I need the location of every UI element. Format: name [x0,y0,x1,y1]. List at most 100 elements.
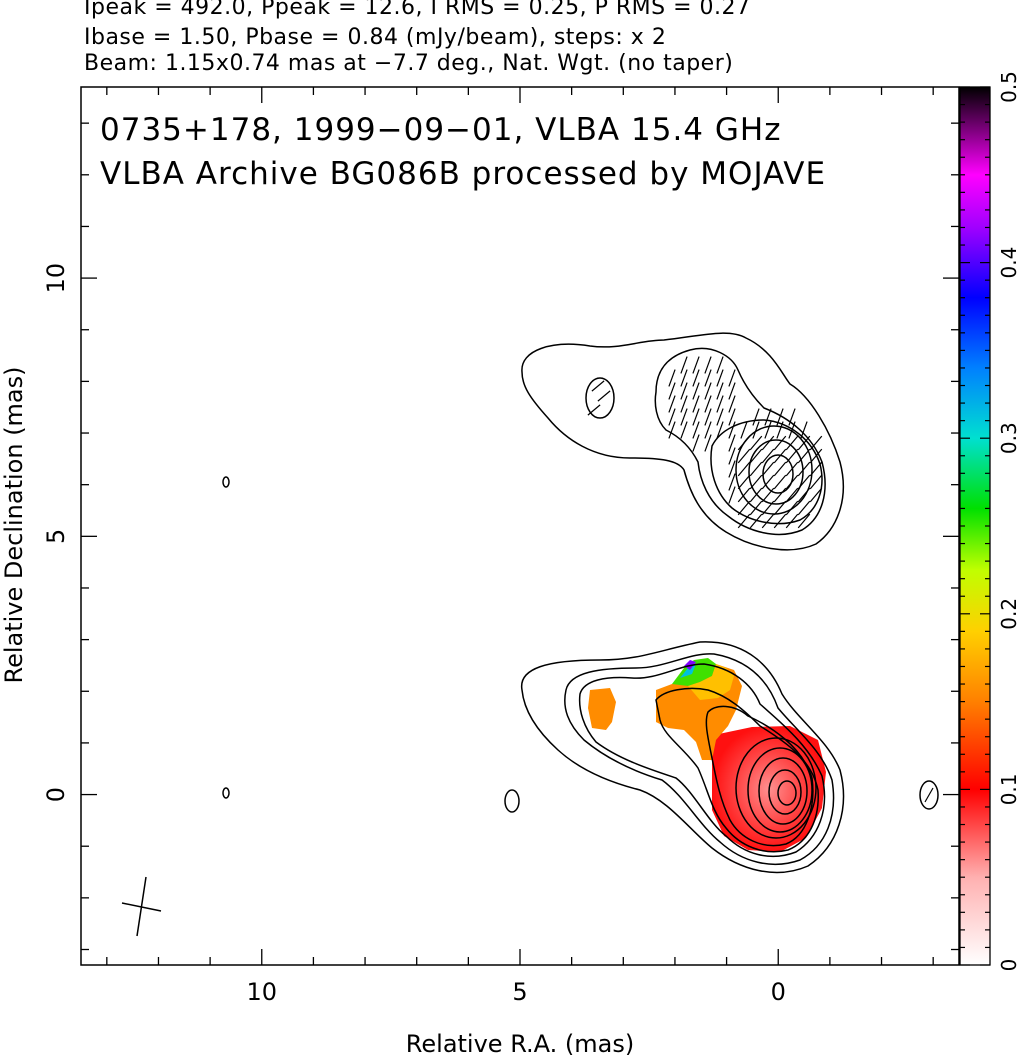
evpa-tick [761,474,775,490]
evpa-tick [749,474,763,490]
evpa-tick [761,487,775,503]
evpa-tick [591,380,605,392]
evpa-tick [797,513,811,529]
contour-core-5 [705,705,814,847]
evpa-tick [716,382,724,400]
y-tick-label: 0 [42,787,70,802]
annotation-line-2: VLBA Archive BG086B processed by MOJAVE [100,156,826,192]
evpa-tick [740,421,748,439]
annotation-line-1: 0735+178, 1999−09−01, VLBA 15.4 GHz [100,112,781,148]
evpa-tick [761,513,775,529]
evpa-tick [761,435,775,451]
evpa-tick [797,448,811,464]
evpa-tick [728,434,736,452]
evpa-tick [788,421,796,439]
y-axis-label: Relative Declination (mas) [0,366,28,683]
evpa-tick [668,408,676,426]
contour-upper-3 [710,419,823,525]
colorbar-tick-labels: 0 0.1 0.2 0.3 0.4 0.5 [997,71,1021,971]
evpa-tick [752,408,760,426]
evpa-tick [704,408,712,426]
colorbar-ticks [960,86,990,966]
evpa-tick [797,474,811,490]
evpa-tick [680,382,688,400]
evpa-tick [728,460,736,478]
contour-small-b [222,787,230,799]
x-tick-label: 10 [246,978,277,1006]
evpa-tick [587,404,601,416]
evpa-tick [773,461,787,477]
evpa-tick [764,408,772,426]
evpa-tick [797,500,811,516]
evpa-tick [692,434,700,452]
evpa-tick [749,435,763,451]
contour-small-c [504,789,520,813]
evpa-tick [773,474,787,490]
evpa-tick [797,461,811,477]
evpa-tick [716,408,724,426]
contour-core-6 [735,737,817,839]
evpa-tick [716,356,724,374]
evpa-tick [809,474,823,490]
evpa-tick [749,487,763,503]
evpa-tick [776,408,784,426]
evpa-tick [680,408,688,426]
evpa-tick [749,500,763,516]
pol-green-patch [672,658,716,686]
evpa-tick [692,382,700,400]
contour-core-1 [520,641,845,874]
evpa-vectors [587,356,934,803]
evpa-tick [680,421,688,439]
contour-core-10 [777,780,797,806]
contour-upper-blob [585,377,615,419]
evpa-tick [785,500,799,516]
evpa-tick [680,356,688,374]
evpa-tick [749,448,763,464]
evpa-tick [728,486,736,504]
evpa-tick [785,487,799,503]
evpa-tick [737,487,751,503]
contour-core-9 [768,769,802,815]
y-tick-label: 5 [42,529,70,544]
header-line-1: Ipeak = 492.0, Ppeak = 12.6, I RMS = 0.2… [84,0,751,20]
evpa-tick [773,500,787,516]
evpa-tick [776,421,784,439]
evpa-tick [761,448,775,464]
evpa-tick [692,408,700,426]
evpa-tick [809,435,823,451]
evpa-tick [692,369,700,387]
evpa-tick [737,461,751,477]
colorbar-tick-label: 0 [997,959,1021,972]
evpa-tick [924,787,934,803]
evpa-tick [668,382,676,400]
evpa-tick [668,421,676,439]
evpa-tick [704,382,712,400]
contour-core-8 [758,757,808,825]
colorbar-tick-label: 0.1 [997,773,1021,805]
evpa-tick [809,487,823,503]
colorbar-tick-label: 0.2 [997,598,1021,630]
evpa-tick [788,408,796,426]
evpa-tick [680,369,688,387]
evpa-tick [728,447,736,465]
evpa-tick [728,382,736,400]
x-tick-label: 5 [512,978,527,1006]
evpa-tick [692,395,700,413]
evpa-tick [785,448,799,464]
pol-violet-patch [684,660,696,670]
evpa-tick [692,356,700,374]
evpa-tick [728,395,736,413]
evpa-tick [785,513,799,529]
contour-small-a [222,476,230,488]
contour-upper-6 [762,454,794,494]
header-line-2: Ibase = 1.50, Pbase = 0.84 (mJy/beam), s… [84,25,667,50]
evpa-tick [728,473,736,491]
evpa-tick [704,369,712,387]
evpa-tick [704,434,712,452]
header-line-3: Beam: 1.15x0.74 mas at −7.7 deg., Nat. W… [84,51,734,76]
pol-yellow-patch [688,664,734,700]
evpa-tick [716,369,724,387]
evpa-tick [800,421,808,439]
pol-west-patch [588,688,616,730]
evpa-tick [749,461,763,477]
